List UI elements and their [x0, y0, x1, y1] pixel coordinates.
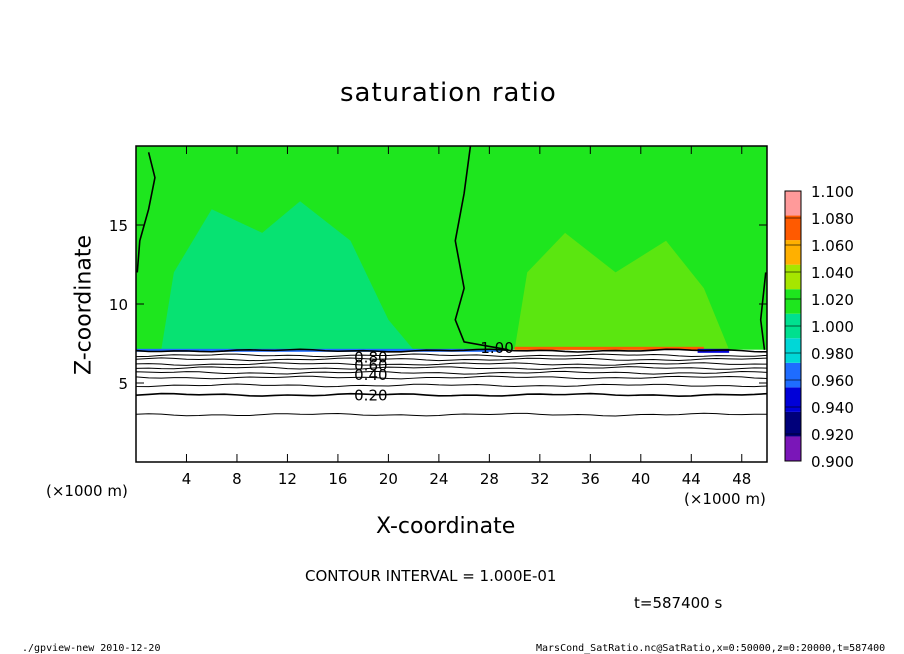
- x-axis-ticks: 4 8 12 16 20 24 28 32 36 40 44 48: [182, 146, 751, 488]
- contour-line: [136, 362, 767, 366]
- colorbar-label: 0.940: [811, 399, 854, 417]
- contour-label: 0.20: [354, 387, 387, 405]
- x-unit-label-right: (×1000 m): [684, 490, 766, 508]
- chart-title: saturation ratio: [340, 78, 557, 108]
- colorbar-swatch: [785, 215, 801, 241]
- colorbar-swatch: [785, 436, 801, 461]
- contour-line: [136, 348, 767, 353]
- colorbar-swatch: [785, 240, 801, 265]
- colorbar-label: 1.100: [811, 183, 854, 201]
- colorbar-label: 1.000: [811, 318, 854, 336]
- contour-line: [454, 146, 509, 351]
- x-tick-label: 48: [732, 470, 751, 488]
- colorbar-swatch: [785, 338, 801, 363]
- colorbar-label: 1.060: [811, 237, 854, 255]
- colorbar-swatch: [785, 289, 801, 314]
- y-tick-label: 15: [109, 217, 128, 235]
- contour-label: 1.00: [480, 339, 513, 357]
- contour-line: [136, 366, 767, 370]
- x-tick-label: 44: [682, 470, 701, 488]
- contour-line: [136, 375, 767, 380]
- contour-line: [136, 412, 767, 417]
- colorbar-swatch: [785, 362, 801, 388]
- colorbar-label: 1.020: [811, 291, 854, 309]
- x-tick-label: 40: [631, 470, 650, 488]
- x-tick-label: 12: [278, 470, 297, 488]
- x-tick-label: 24: [429, 470, 448, 488]
- colorbar-label: 0.960: [811, 372, 854, 390]
- y-tick-label: 10: [109, 296, 128, 314]
- footer-left-info: ./gpview-new 2010-12-20: [22, 643, 161, 654]
- low-ratio-patch: [161, 201, 414, 350]
- contour-line: [759, 272, 767, 350]
- colorbar-swatch: [785, 191, 801, 216]
- peak-ratio-band: [514, 346, 704, 350]
- footer-right-info: MarsCond_SatRatio.nc@SatRatio,x=0:50000,…: [536, 643, 886, 654]
- y-tick-label: 5: [118, 375, 128, 393]
- x-tick-label: 4: [182, 470, 192, 488]
- contour-line: [136, 370, 767, 375]
- contour-line: [136, 152, 156, 273]
- contour-label: 0.40: [354, 366, 387, 384]
- y-axis-label: Z-coordinate: [71, 235, 97, 375]
- high-ratio-patch: [514, 232, 730, 350]
- contour-line: [136, 392, 767, 397]
- colorbar-label: 0.920: [811, 426, 854, 444]
- x-tick-label: 20: [379, 470, 398, 488]
- colorbar-label: 0.900: [811, 453, 854, 471]
- contour-lines: [136, 146, 767, 417]
- x-tick-label: 16: [328, 470, 347, 488]
- colorbar-label: 0.980: [811, 345, 854, 363]
- contour-interval: CONTOUR INTERVAL = 1.000E-01: [305, 567, 557, 585]
- contour-labels: 1.00 0.800.600.40 0.20: [354, 339, 514, 404]
- contour-label: 0.60: [354, 357, 387, 375]
- colorbar-swatch: [785, 387, 801, 412]
- x-axis-label: X-coordinate: [376, 514, 516, 539]
- contour-line: [136, 357, 767, 362]
- x-tick-label: 36: [581, 470, 600, 488]
- colorbar-swatch: [785, 264, 801, 290]
- contour-line: [136, 353, 767, 358]
- y-axis-ticks: 5 10 15: [109, 217, 767, 393]
- colorbar-label: 1.080: [811, 210, 854, 228]
- x-tick-label: 28: [480, 470, 499, 488]
- contour-line: [136, 383, 767, 388]
- x-tick-label: 8: [232, 470, 242, 488]
- time-label: t=587400 s: [634, 594, 723, 612]
- x-tick-label: 32: [530, 470, 549, 488]
- x-unit-label-left: (×1000 m): [46, 482, 128, 500]
- colorbar: 0.900 0.920 0.940 0.960 0.980 1.000 1.020 1.040…: [784, 183, 854, 471]
- contour-label: 0.80: [354, 349, 387, 367]
- colorbar-label: 1.040: [811, 264, 854, 282]
- colorbar-swatch: [785, 411, 801, 437]
